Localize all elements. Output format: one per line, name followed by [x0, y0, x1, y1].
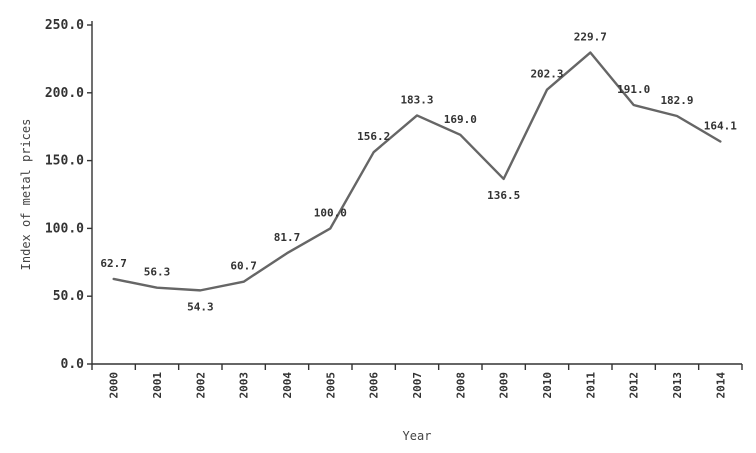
data-label: 156.2 — [357, 130, 390, 143]
data-label: 202.3 — [530, 68, 563, 81]
data-label: 182.9 — [660, 94, 693, 107]
data-label: 100.0 — [314, 206, 347, 219]
x-tick-label: 2008 — [454, 372, 467, 399]
x-tick-label: 2004 — [281, 372, 294, 399]
x-axis-ticks: 2000 2001 2002 2003 2004 2005 2006 2007 2008 2009… — [91, 364, 743, 399]
y-tick-label: 50.0 — [53, 289, 84, 304]
data-label: 183.3 — [400, 93, 433, 106]
x-tick-label: 2006 — [368, 372, 381, 399]
x-tick-label: 2011 — [584, 372, 597, 399]
x-tick-label: 2005 — [324, 372, 337, 399]
data-label: 81.7 — [274, 231, 301, 244]
series-line — [112, 51, 722, 292]
x-tick-label: 2012 — [628, 372, 641, 399]
x-tick-label: 2000 — [108, 372, 121, 399]
x-tick-label: 2009 — [498, 372, 511, 399]
y-tick-label: 100.0 — [45, 221, 84, 236]
y-axis-ticks: 0.0 50.0 100.0 150.0 200.0 250.0 — [45, 18, 92, 372]
y-tick-label: 200.0 — [45, 86, 84, 101]
x-tick-label: 2003 — [238, 372, 251, 399]
x-axis-title: Year — [403, 429, 432, 443]
data-label: 54.3 — [187, 300, 214, 313]
data-label: 60.7 — [230, 260, 257, 273]
x-tick-label: 2007 — [411, 372, 424, 399]
y-tick-label: 150.0 — [45, 154, 84, 169]
data-label: 164.1 — [704, 119, 737, 132]
data-label: 136.5 — [487, 189, 520, 202]
data-label: 169.0 — [444, 113, 477, 126]
y-tick-label: 0.0 — [61, 357, 85, 372]
x-tick-label: 2014 — [714, 372, 727, 399]
y-axis-title: Index of metal prices — [19, 119, 33, 271]
y-tick-label: 250.0 — [45, 18, 84, 33]
data-labels: 62.7 56.3 54.3 60.7 81.7 100.0 156.2 183.3 169.0… — [100, 31, 737, 314]
series-layer — [112, 51, 722, 292]
data-label: 229.7 — [574, 31, 607, 44]
x-tick-label: 2010 — [541, 372, 554, 399]
data-label: 191.0 — [617, 83, 650, 96]
x-tick-label: 2013 — [671, 372, 684, 399]
x-tick-label: 2001 — [151, 372, 164, 399]
data-label: 62.7 — [100, 257, 127, 270]
data-label: 56.3 — [144, 266, 171, 279]
x-tick-label: 2002 — [194, 372, 207, 399]
